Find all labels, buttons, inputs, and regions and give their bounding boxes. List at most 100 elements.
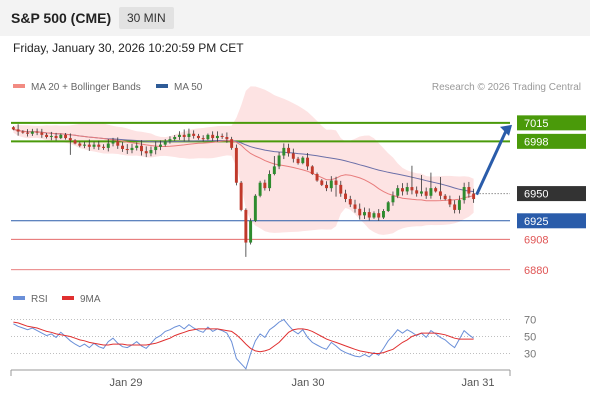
candle-38 xyxy=(192,133,196,136)
candle-23 xyxy=(121,145,124,149)
candle-86 xyxy=(419,191,423,194)
forecast-arrow-head xyxy=(500,124,512,136)
price-tag-6880: 6880 xyxy=(524,265,548,277)
candle-5 xyxy=(35,131,39,133)
candle-97 xyxy=(472,193,476,200)
candle-79 xyxy=(386,202,390,211)
rsi-tick-50: 50 xyxy=(524,332,536,344)
candle-56 xyxy=(277,155,281,167)
candle-11 xyxy=(64,134,68,139)
price-tag-6925: 6925 xyxy=(524,216,548,228)
candle-76 xyxy=(372,213,376,218)
candle-66 xyxy=(325,184,329,189)
x-label-0: Jan 29 xyxy=(109,377,142,389)
candle-85 xyxy=(415,190,419,194)
candle-45 xyxy=(225,137,229,140)
candle-43 xyxy=(215,135,219,139)
candle-90 xyxy=(438,191,442,196)
rsi-tick-70: 70 xyxy=(524,315,536,327)
candle-19 xyxy=(102,146,105,148)
candle-18 xyxy=(97,144,101,147)
x-label-1: Jan 30 xyxy=(291,377,324,389)
candle-12 xyxy=(68,138,72,141)
legend-swatch-0 xyxy=(13,84,25,88)
candle-74 xyxy=(363,212,366,216)
candle-42 xyxy=(211,134,215,139)
forecast-arrow-shaft xyxy=(475,130,508,196)
candle-28 xyxy=(144,151,148,154)
candle-1 xyxy=(16,129,20,132)
legend-swatch-1 xyxy=(156,84,168,88)
candle-10 xyxy=(59,134,63,139)
candle-54 xyxy=(268,174,272,189)
candle-81 xyxy=(396,188,400,196)
candle-7 xyxy=(45,134,49,137)
candle-47 xyxy=(234,147,238,183)
candle-2 xyxy=(21,131,25,133)
x-label-2: Jan 31 xyxy=(461,377,494,389)
candle-92 xyxy=(448,199,452,205)
candle-0 xyxy=(11,127,15,130)
candle-94 xyxy=(457,200,461,210)
price-tag-6950: 6950 xyxy=(524,189,548,201)
candle-26 xyxy=(135,145,139,148)
candle-29 xyxy=(149,150,153,154)
candle-51 xyxy=(253,195,257,221)
candle-78 xyxy=(382,211,385,218)
candle-59 xyxy=(291,153,295,159)
candle-34 xyxy=(173,137,177,140)
candle-53 xyxy=(263,182,267,189)
price-tag-bg-6998 xyxy=(517,133,586,149)
candle-55 xyxy=(272,166,276,174)
candle-60 xyxy=(296,158,300,164)
candle-24 xyxy=(125,148,129,151)
candle-32 xyxy=(163,141,167,145)
rsi-legend-label-1: 9MA xyxy=(80,294,101,305)
candle-4 xyxy=(30,131,34,134)
candle-64 xyxy=(315,174,319,181)
price-tag-6998: 6998 xyxy=(524,136,548,148)
chart-datetime: Friday, January 30, 2026 10:20:59 PM CET xyxy=(13,41,244,55)
candle-35 xyxy=(177,134,181,137)
candle-16 xyxy=(87,144,91,147)
candle-49 xyxy=(244,209,248,243)
candle-68 xyxy=(334,180,338,185)
rsi-legend-swatch-0 xyxy=(13,296,25,300)
instrument-title: S&P 500 (CME) xyxy=(11,10,112,26)
price-tag-bg-6950 xyxy=(517,186,586,202)
candle-88 xyxy=(429,188,433,196)
candle-72 xyxy=(353,204,357,209)
candle-61 xyxy=(301,157,305,164)
timeframe-button[interactable]: 30 MIN xyxy=(119,7,174,29)
candle-9 xyxy=(54,135,58,139)
candle-20 xyxy=(106,143,110,148)
candle-52 xyxy=(258,182,262,196)
candle-80 xyxy=(391,195,395,203)
candle-75 xyxy=(367,212,371,218)
candle-44 xyxy=(220,135,224,137)
candle-46 xyxy=(230,139,234,148)
candle-39 xyxy=(196,135,200,139)
candle-69 xyxy=(339,184,343,194)
rsi-legend-label-0: RSI xyxy=(31,294,48,305)
copyright-text: Research © 2026 Trading Central xyxy=(432,82,581,93)
candle-87 xyxy=(424,191,428,196)
candle-93 xyxy=(453,204,457,210)
candle-70 xyxy=(344,193,347,200)
candle-27 xyxy=(140,145,143,152)
legend-label-1: MA 50 xyxy=(174,82,203,93)
price-tag-bg-7015 xyxy=(517,115,586,131)
rsi-tick-30: 30 xyxy=(524,349,536,361)
ma20-line xyxy=(13,128,474,202)
candle-57 xyxy=(282,147,286,156)
candle-96 xyxy=(467,187,471,194)
candle-73 xyxy=(358,208,362,216)
bollinger-band xyxy=(13,86,474,235)
candle-41 xyxy=(206,134,210,140)
rsi-series-9MA xyxy=(13,321,474,354)
candle-8 xyxy=(49,135,53,137)
candle-91 xyxy=(443,195,447,200)
candle-22 xyxy=(116,141,120,146)
candle-13 xyxy=(73,140,77,144)
